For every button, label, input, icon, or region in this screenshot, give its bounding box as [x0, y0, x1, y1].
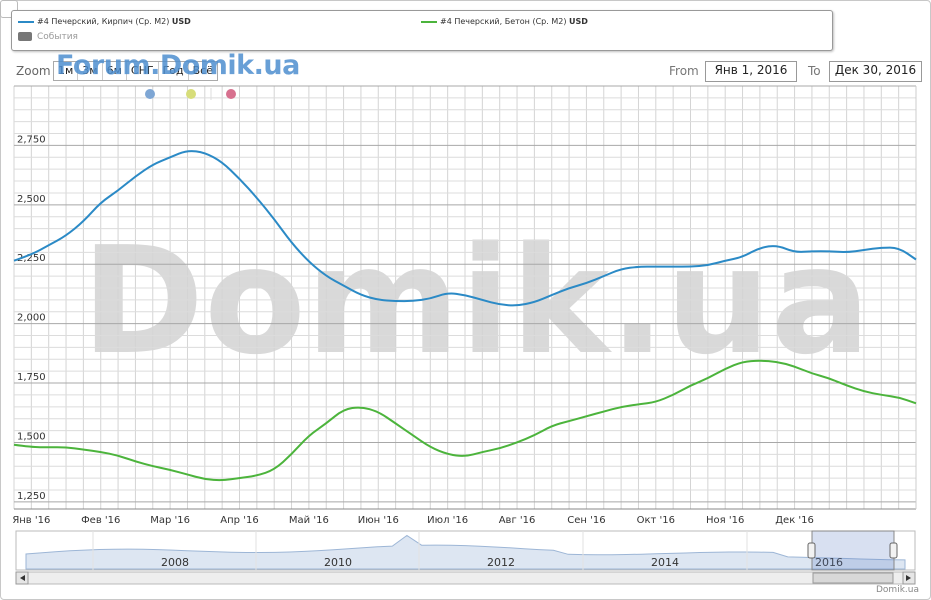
domik-watermark: Domik.ua [81, 215, 870, 387]
scroll-right-icon [906, 575, 911, 581]
x-tick-label: Апр '16 [220, 515, 258, 526]
y-tick-label: 2,250 [17, 253, 46, 264]
legend-unit-series2: USD [568, 17, 588, 26]
zoom-ytd-button[interactable]: СНГ [127, 62, 159, 80]
credit-link[interactable]: Domik.ua [876, 585, 919, 595]
y-tick-label: 2,500 [17, 194, 46, 205]
event-marker-2[interactable] [186, 89, 196, 99]
zoom-1m-button[interactable]: 1м [54, 62, 79, 80]
y-tick-label: 2,750 [17, 134, 46, 145]
legend-item-series2[interactable]: #4 Печерский, Бетон (Ср. М2) USD [421, 17, 588, 26]
x-tick-label: Июн '16 [358, 515, 399, 526]
legend-line-series1 [18, 20, 34, 23]
legend-label-series2: #4 Печерский, Бетон (Ср. М2) [440, 17, 567, 26]
x-tick-label: Окт '16 [637, 515, 675, 526]
x-tick-label: Фев '16 [81, 515, 120, 526]
zoom-all-button[interactable]: Всё [192, 64, 213, 77]
zoom-button-group: 1м 3м 6м СНГ Год Всё [53, 61, 218, 81]
zoom-6m-button[interactable]: 6м [103, 62, 127, 80]
navigator-series [25, 534, 906, 570]
x-tick-label: Май '16 [289, 515, 329, 526]
to-label: To [808, 64, 821, 78]
events-swatch-icon [18, 32, 32, 41]
y-tick-label: 2,000 [17, 313, 46, 324]
x-tick-label: Дек '16 [775, 515, 814, 526]
zoom-1y-button[interactable]: Год [159, 62, 189, 80]
scrollbar-thumb[interactable] [812, 572, 894, 584]
scrollbar-track[interactable] [15, 571, 916, 585]
zoom-3m-button[interactable]: 3м [78, 62, 103, 80]
navigator-year-label: 2016 [815, 556, 843, 569]
x-tick-label: Июл '16 [427, 515, 468, 526]
x-tick-label: Сен '16 [567, 515, 605, 526]
from-label: From [669, 64, 699, 78]
navigator-handle-right[interactable] [889, 542, 898, 559]
navigator-handle-left[interactable] [807, 542, 816, 559]
x-tick-label: Мар '16 [150, 515, 190, 526]
legend-line-series2 [421, 20, 437, 23]
event-marker-1[interactable] [145, 89, 155, 99]
to-date-input[interactable]: Дек 30, 2016 [829, 61, 922, 82]
navigator-year-label: 2008 [161, 556, 189, 569]
series-line-2[interactable] [13, 359, 917, 482]
navigator-year-label: 2014 [651, 556, 679, 569]
series-line-1[interactable] [13, 150, 917, 307]
y-tick-label: 1,750 [17, 372, 46, 383]
legend-label-series1: #4 Печерский, Кирпич (Ср. М2) [37, 17, 170, 26]
navigator-year-label: 2012 [487, 556, 515, 569]
x-tick-label: Янв '16 [12, 515, 50, 526]
event-marker-3[interactable] [226, 89, 236, 99]
x-tick-label: Ноя '16 [706, 515, 744, 526]
navigator-year-label: 2010 [324, 556, 352, 569]
legend-label-events: События [37, 32, 78, 42]
from-date-input[interactable]: Янв 1, 2016 [705, 61, 797, 82]
legend-unit-series1: USD [171, 17, 191, 26]
forum-watermark: Forum.Domik.ua [56, 50, 300, 81]
legend: #4 Печерский, Кирпич (Ср. М2) USD #4 Печ… [11, 10, 833, 51]
zoom-label: Zoom [16, 64, 51, 78]
y-tick-label: 1,500 [17, 431, 46, 442]
x-tick-label: Авг '16 [499, 515, 536, 526]
legend-item-events[interactable]: События [18, 32, 78, 42]
navigator-selection[interactable] [811, 530, 895, 571]
y-tick-label: 1,250 [17, 491, 46, 502]
scroll-left-icon [20, 575, 25, 581]
legend-item-series1[interactable]: #4 Печерский, Кирпич (Ср. М2) USD [18, 17, 191, 26]
